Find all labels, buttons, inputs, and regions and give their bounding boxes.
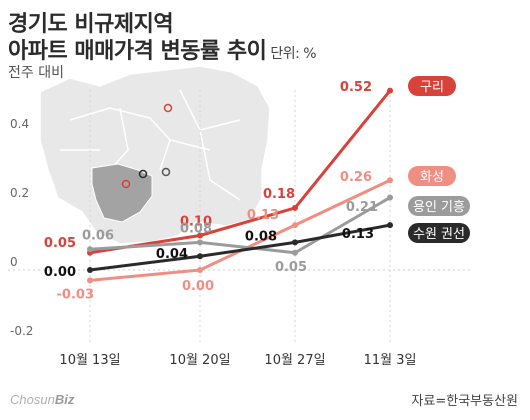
data-point bbox=[292, 249, 298, 256]
data-point bbox=[292, 239, 298, 246]
data-point bbox=[387, 87, 393, 94]
map-marker-guri bbox=[163, 103, 173, 113]
x-tick-label: 10월 13일 bbox=[59, 353, 120, 368]
data-point bbox=[87, 267, 93, 273]
publisher-logo: ChosunBiz bbox=[10, 392, 75, 407]
data-point bbox=[87, 277, 93, 284]
data-label: 0.05 bbox=[44, 236, 76, 251]
data-point bbox=[387, 177, 393, 184]
data-point bbox=[387, 222, 393, 229]
y-tick-label: -0.2 bbox=[10, 324, 33, 338]
series-legend-label: 용인 기흥 bbox=[413, 200, 465, 215]
data-label: 0.21 bbox=[346, 200, 378, 215]
chart-title: 아파트 매매가격 변동률 추이 bbox=[8, 39, 267, 64]
chart-title-line2: 아파트 매매가격 변동률 추이 단위: % bbox=[8, 33, 317, 65]
x-tick-label: 10월 20일 bbox=[169, 353, 230, 368]
series-legend-pill bbox=[408, 223, 470, 243]
data-label: 0.04 bbox=[156, 247, 188, 262]
data-label: 0.08 bbox=[245, 229, 277, 244]
data-label: 0.10 bbox=[180, 215, 212, 230]
y-tick-label: 0.2 bbox=[10, 186, 29, 200]
series-line-3 bbox=[89, 223, 391, 272]
data-point bbox=[197, 253, 203, 260]
data-point bbox=[387, 194, 393, 201]
data-point bbox=[292, 204, 298, 211]
data-label: 0.08 bbox=[180, 221, 212, 236]
chart-subtitle: 전주 대비 bbox=[8, 65, 64, 81]
series-line-2 bbox=[89, 196, 391, 255]
data-label: 0.05 bbox=[275, 260, 307, 275]
series-legend-pill bbox=[408, 76, 456, 96]
series-legend-pill bbox=[408, 196, 470, 216]
data-point bbox=[87, 246, 93, 253]
map-marker-suwon bbox=[138, 169, 148, 179]
data-point bbox=[197, 239, 203, 246]
y-tick-label: 0 bbox=[10, 255, 18, 269]
series-legend-pill bbox=[408, 166, 456, 186]
x-tick-label: 10월 27일 bbox=[264, 353, 325, 368]
series-legend-label: 수원 권선 bbox=[413, 227, 465, 242]
data-label: 0.00 bbox=[44, 265, 76, 280]
data-point bbox=[197, 232, 203, 239]
data-label: 0.13 bbox=[247, 208, 279, 223]
series-line-0 bbox=[89, 89, 392, 255]
map-marker-yongin bbox=[161, 167, 171, 177]
data-label: 0.13 bbox=[342, 227, 374, 242]
data-label: 0.18 bbox=[263, 187, 295, 202]
map-marker-hwaseong bbox=[121, 179, 131, 189]
x-tick-label: 11월 3일 bbox=[364, 353, 417, 368]
y-tick-label: 0.4 bbox=[10, 117, 29, 131]
data-point bbox=[292, 222, 298, 229]
source-note: 자료=한국부동산원 bbox=[411, 394, 518, 409]
series-legend-label: 화성 bbox=[420, 170, 444, 185]
data-label: -0.03 bbox=[57, 287, 94, 302]
data-label: 0.26 bbox=[340, 170, 372, 185]
unit-label: 단위: % bbox=[270, 46, 317, 62]
data-point bbox=[197, 267, 203, 273]
map-illustration bbox=[39, 65, 271, 245]
data-label: 0.00 bbox=[182, 279, 214, 294]
data-label: 0.52 bbox=[340, 80, 372, 95]
data-label: 0.06 bbox=[82, 228, 114, 243]
chart-title-line1: 경기도 비규제지역 bbox=[8, 12, 174, 37]
series-legend-label: 구리 bbox=[420, 80, 444, 95]
